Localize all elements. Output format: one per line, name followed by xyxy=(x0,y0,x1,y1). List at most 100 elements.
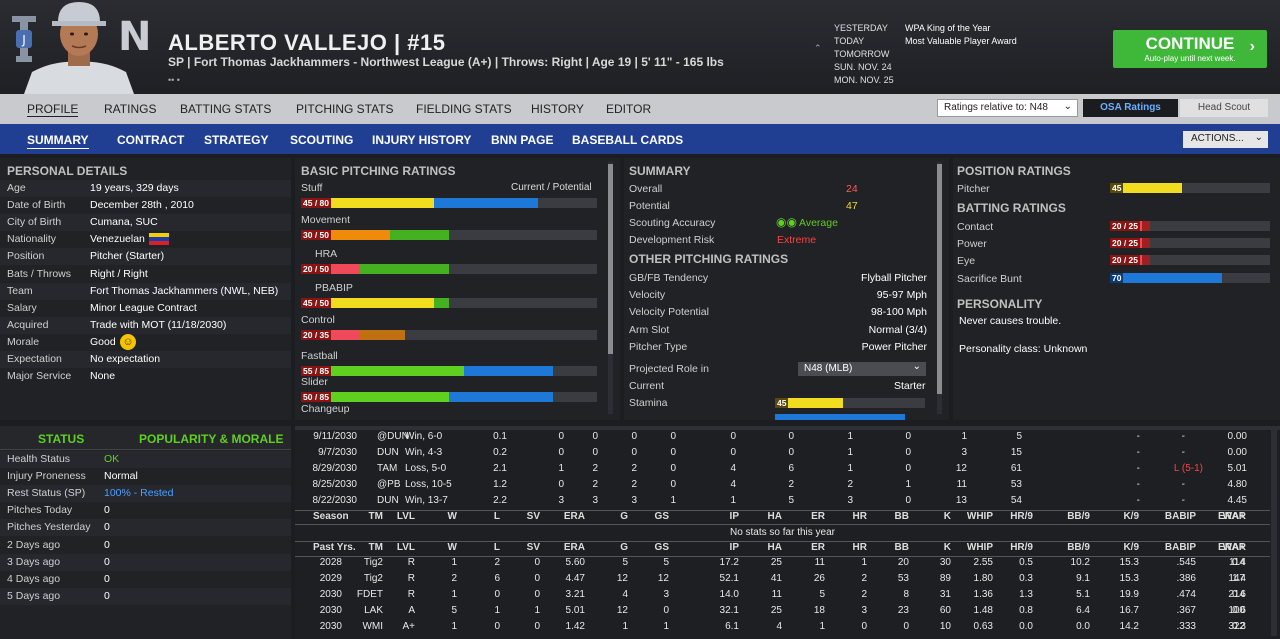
current-role-value: Starter xyxy=(894,380,926,392)
tab-editor[interactable]: EDITOR xyxy=(606,102,652,116)
past-year-cell: 4 xyxy=(622,588,628,600)
game-log-cell: 0 xyxy=(670,431,676,442)
status-label: Pitches Today xyxy=(7,504,73,517)
header-cell[interactable]: W xyxy=(447,542,457,553)
header-cell[interactable]: WHIP xyxy=(966,511,993,522)
header-cell[interactable]: TM xyxy=(368,542,383,553)
tab-history[interactable]: HISTORY xyxy=(531,102,584,116)
header-cell[interactable]: HR/9 xyxy=(1010,511,1033,522)
no-stats-message: No stats so far this year xyxy=(729,527,836,538)
past-year-cell: 15.3 xyxy=(1119,572,1139,584)
tab-popularity-morale[interactable]: POPULARITY & MORALE xyxy=(139,432,284,446)
header-cell[interactable]: GS xyxy=(654,511,669,522)
header-cell[interactable]: IP xyxy=(729,511,739,522)
tab-scouting[interactable]: SCOUTING xyxy=(290,133,354,147)
award-item[interactable]: Most Valuable Player Award xyxy=(905,36,1017,46)
header-cell[interactable]: ER xyxy=(811,511,825,522)
tab-status[interactable]: STATUS xyxy=(38,432,85,446)
pitcher-position-fill xyxy=(1110,183,1182,193)
header-cell[interactable]: K/9 xyxy=(1123,511,1139,522)
header-cell[interactable]: ERA xyxy=(563,511,585,522)
osa-ratings-button[interactable]: OSA Ratings xyxy=(1083,99,1178,117)
header-cell[interactable]: ER xyxy=(811,542,825,553)
tab-ratings[interactable]: RATINGS xyxy=(104,102,157,116)
header-cell[interactable]: W xyxy=(447,511,457,522)
header-cell[interactable]: WAR xyxy=(1222,542,1246,553)
date-list[interactable]: YESTERDAY TODAY TOMORROW SUN. NOV. 24 MO… xyxy=(834,22,894,87)
ratings-relative-select[interactable]: Ratings relative to: N48 ⌄ xyxy=(937,99,1078,117)
award-item[interactable]: WPA King of the Year xyxy=(905,23,991,33)
scrollbar[interactable] xyxy=(937,162,942,414)
scrollbar-thumb[interactable] xyxy=(608,164,613,354)
scrollbar[interactable] xyxy=(608,162,613,414)
row-stripe xyxy=(0,351,291,368)
game-log-cell: 0 xyxy=(670,446,676,458)
rating-label: PBABIP xyxy=(315,282,353,294)
date-mon[interactable]: MON. NOV. 25 xyxy=(834,75,894,85)
chevron-up-icon[interactable]: ⌃ xyxy=(814,43,822,53)
header-cell[interactable]: IP xyxy=(729,542,739,553)
header-cell[interactable]: GS xyxy=(654,542,669,553)
date-today[interactable]: TODAY xyxy=(834,36,865,46)
header-cell[interactable]: Past Yrs. xyxy=(313,542,356,553)
header-cell[interactable]: LVL xyxy=(396,542,415,553)
header-cell[interactable]: L xyxy=(493,511,500,522)
header-cell[interactable]: L xyxy=(493,542,500,553)
header-cell[interactable]: Season xyxy=(313,511,349,522)
tab-baseball-cards[interactable]: BASEBALL CARDS xyxy=(572,133,684,147)
status-label: Rest Status (SP) xyxy=(7,487,86,500)
header-cell[interactable]: G xyxy=(620,542,628,553)
header-cell[interactable]: K xyxy=(943,542,951,553)
tab-contract[interactable]: CONTRACT xyxy=(117,133,185,147)
scrollbar-thumb[interactable] xyxy=(937,164,942,394)
scrollbar[interactable] xyxy=(1271,430,1277,636)
header-cell[interactable]: HR xyxy=(852,511,867,522)
header-cell[interactable]: HA xyxy=(767,511,782,522)
tab-bnn-page[interactable]: BNN PAGE xyxy=(491,133,554,147)
header-cell[interactable]: LVL xyxy=(396,511,415,522)
header-cell[interactable]: SV xyxy=(526,511,540,522)
tab-pitching-stats[interactable]: PITCHING STATS xyxy=(296,102,394,116)
actions-dropdown[interactable]: ACTIONS... ⌄ xyxy=(1183,131,1268,148)
continue-button[interactable]: CONTINUE Auto-play until next week. › xyxy=(1113,30,1267,68)
header-cell[interactable]: HR/9 xyxy=(1010,542,1033,553)
tab-fielding-stats[interactable]: FIELDING STATS xyxy=(416,102,512,116)
header-cell[interactable]: HA xyxy=(767,542,782,553)
tab-strategy[interactable]: STRATEGY xyxy=(204,133,269,147)
header-cell[interactable]: TM xyxy=(368,511,383,522)
past-year-cell: 0.63 xyxy=(973,620,993,632)
header-cell[interactable]: K xyxy=(943,511,951,522)
tab-profile[interactable]: PROFILE xyxy=(27,102,79,117)
stamina-value: 45 xyxy=(775,398,789,408)
batting-value: 20 / 25 xyxy=(1110,238,1140,249)
header-cell[interactable]: G xyxy=(620,511,628,522)
tab-injury-history[interactable]: INJURY HISTORY xyxy=(372,133,472,147)
date-sun[interactable]: SUN. NOV. 24 xyxy=(834,62,892,72)
date-tomorrow[interactable]: TOMORROW xyxy=(834,49,890,59)
tab-summary[interactable]: SUMMARY xyxy=(27,133,89,149)
header-cell[interactable]: BB/9 xyxy=(1067,511,1090,522)
overall-label: Overall xyxy=(629,183,663,195)
header-cell[interactable]: WAR xyxy=(1222,511,1246,522)
header-cell[interactable]: HR xyxy=(852,542,867,553)
header-cell[interactable]: WHIP xyxy=(966,542,993,553)
date-yesterday[interactable]: YESTERDAY xyxy=(834,23,888,33)
header-cell[interactable]: SV xyxy=(526,542,540,553)
projected-role-select[interactable]: N48 (MLB) ⌄ xyxy=(798,361,926,376)
header-cell[interactable]: ERA+ xyxy=(1218,511,1245,522)
batting-label: Eye xyxy=(957,255,976,268)
game-log-cell: 3 xyxy=(592,494,598,506)
header-cell[interactable]: BB xyxy=(894,511,909,522)
past-year-cell: 52.1 xyxy=(719,572,739,584)
header-cell[interactable]: BABIP xyxy=(1164,542,1196,553)
header-cell[interactable]: ERA xyxy=(563,542,585,553)
header-cell[interactable]: BB xyxy=(894,542,909,553)
header-cell[interactable]: BB/9 xyxy=(1067,542,1090,553)
detail-value: Right / Right xyxy=(90,267,148,280)
head-scout-button[interactable]: Head Scout xyxy=(1180,99,1268,117)
header-cell[interactable]: BABIP xyxy=(1164,511,1196,522)
header-cell[interactable]: ERA+ xyxy=(1218,542,1245,553)
tab-batting-stats[interactable]: BATTING STATS xyxy=(180,102,272,116)
header-cell[interactable]: K/9 xyxy=(1123,542,1139,553)
stamina-fill xyxy=(775,398,843,408)
